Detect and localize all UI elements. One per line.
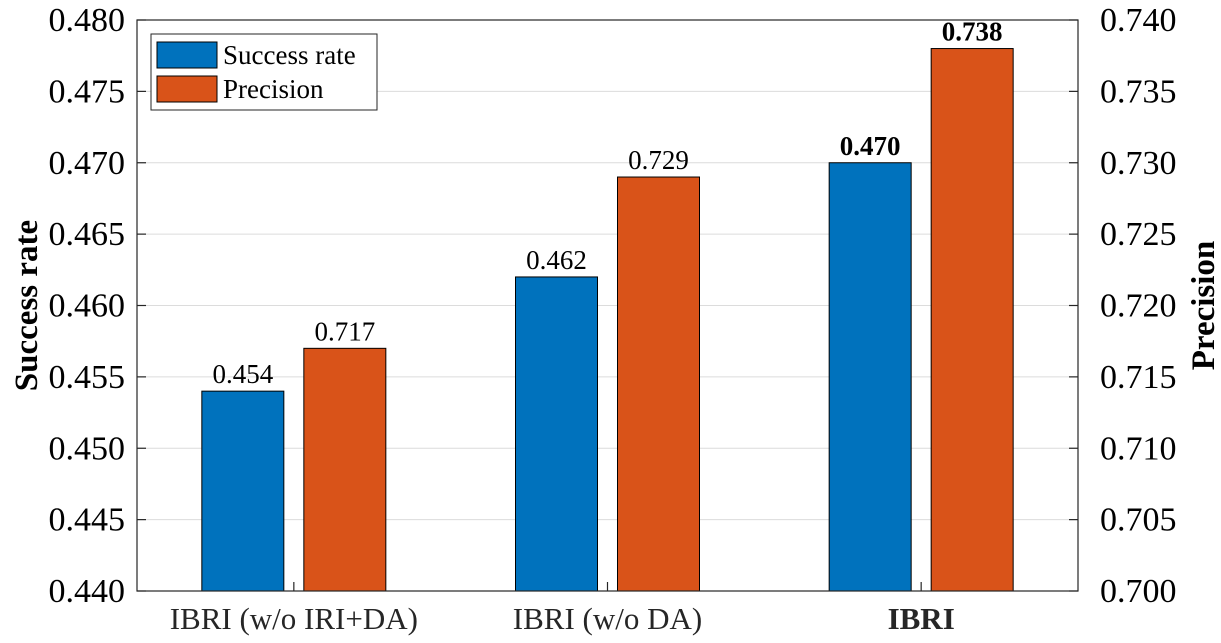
y-right-tick-label: 0.710 — [1100, 430, 1177, 467]
data-label-success-rate: 0.470 — [840, 131, 901, 161]
y-left-tick-label: 0.455 — [49, 359, 126, 396]
y-right-tick-label: 0.705 — [1100, 502, 1177, 539]
x-tick-label: IBRI (w/o DA) — [513, 601, 702, 636]
legend-swatch-precision — [156, 75, 218, 103]
data-label-precision: 0.717 — [314, 316, 375, 346]
y-right-tick-label: 0.740 — [1100, 2, 1177, 39]
y-right-tick-label: 0.735 — [1100, 73, 1177, 110]
y-right-tick-label: 0.700 — [1100, 573, 1177, 610]
bar-precision — [303, 347, 387, 592]
bar-success-rate — [828, 162, 912, 592]
legend-label-success-rate: Success rate — [223, 40, 356, 70]
bar-precision — [930, 48, 1014, 592]
data-label-precision: 0.738 — [942, 17, 1003, 47]
y-right-tick-label: 0.720 — [1100, 288, 1177, 325]
y-left-tick-label: 0.445 — [49, 502, 126, 539]
bar-precision — [617, 176, 700, 592]
y-left-tick-label: 0.465 — [49, 216, 126, 253]
y-left-tick-label: 0.475 — [49, 73, 126, 110]
y-axis-right-title: Precision — [1186, 241, 1221, 371]
bar-success-rate — [515, 276, 598, 592]
x-tick-label: IBRI (w/o IRI+DA) — [170, 601, 418, 636]
y-left-tick-label: 0.450 — [49, 430, 126, 467]
data-labels: 0.454 0.717 0.462 0.729 0.470 0.738 — [212, 17, 1002, 390]
legend-swatch-success-rate — [156, 41, 218, 69]
bars — [201, 48, 1014, 592]
y-left-tick-label: 0.440 — [49, 573, 126, 610]
y-right-tick-label: 0.715 — [1100, 359, 1177, 396]
data-label-success-rate: 0.454 — [212, 359, 273, 389]
data-label-precision: 0.729 — [628, 145, 689, 175]
legend: Success rate Precision — [150, 33, 378, 111]
x-tick-label: IBRI — [888, 601, 955, 636]
legend-label-precision: Precision — [223, 74, 324, 104]
ticks: 0.440 0.445 0.450 0.455 0.460 0.465 0.470 0.475… — [49, 2, 1177, 636]
y-right-tick-label: 0.725 — [1100, 216, 1177, 253]
y-left-tick-label: 0.460 — [49, 288, 126, 325]
y-left-tick-label: 0.470 — [49, 145, 126, 182]
y-left-tick-label: 0.480 — [49, 2, 126, 39]
data-label-success-rate: 0.462 — [526, 245, 587, 275]
y-axis-left-title: Success rate — [9, 220, 45, 391]
bar-success-rate — [201, 390, 285, 592]
y-right-tick-label: 0.730 — [1100, 145, 1177, 182]
